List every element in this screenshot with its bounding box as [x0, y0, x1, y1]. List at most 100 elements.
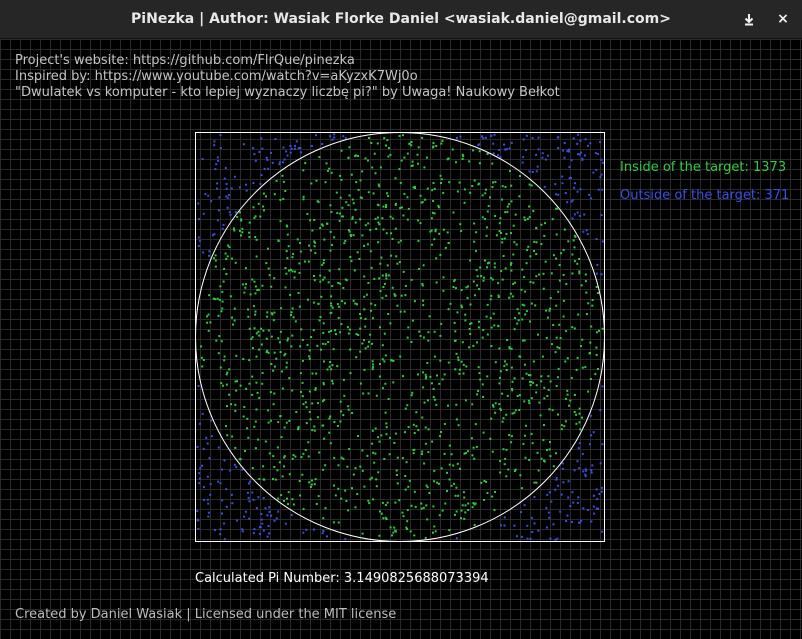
inside-pin: [543, 386, 546, 389]
inside-pin: [519, 175, 521, 177]
inside-pin: [523, 339, 526, 342]
inside-pin: [562, 248, 565, 251]
outside-pin: [505, 148, 508, 151]
inside-pin: [420, 502, 423, 505]
outside-pin: [503, 143, 506, 146]
inside-pin: [549, 307, 552, 310]
inside-pin: [555, 304, 558, 307]
inside-pin: [315, 503, 318, 505]
inside-pin: [336, 303, 339, 306]
inside-pin: [371, 442, 374, 445]
outside-pin: [484, 136, 487, 139]
inside-pin: [427, 451, 430, 454]
inside-pin: [455, 486, 458, 489]
inside-pin: [431, 243, 433, 246]
inside-pin: [502, 448, 505, 451]
inside-pin: [311, 229, 314, 232]
inside-pin: [256, 391, 259, 394]
inside-pin: [510, 200, 513, 203]
inside-pin: [559, 337, 562, 339]
inside-pin: [381, 501, 384, 504]
inside-pin: [280, 307, 283, 310]
inside-pin: [502, 417, 505, 420]
inside-pin: [471, 506, 474, 509]
inside-pin: [392, 381, 395, 384]
inside-pin: [414, 187, 416, 189]
inside-pin: [226, 371, 229, 374]
inside-pin: [299, 372, 302, 375]
inside-pin: [366, 454, 369, 457]
pin-points: [196, 133, 604, 541]
title-bar[interactable]: PiNezka | Author: Wasiak Florke Daniel <…: [0, 0, 802, 39]
inside-pin: [340, 497, 343, 500]
outside-pin: [595, 488, 598, 491]
inside-pin: [385, 433, 388, 436]
close-icon[interactable]: ×: [777, 11, 789, 27]
inside-pin: [421, 453, 423, 456]
inside-pin: [318, 451, 321, 454]
inside-pin: [384, 382, 387, 385]
inside-pin: [346, 326, 349, 329]
outside-pin: [236, 519, 239, 522]
inside-pin: [543, 424, 545, 426]
inside-pin: [529, 320, 531, 323]
inside-pin: [410, 144, 413, 147]
inside-pin: [499, 460, 502, 462]
inside-pin: [490, 294, 493, 297]
inside-pin: [524, 219, 527, 221]
download-arrow-icon[interactable]: [739, 9, 759, 29]
inside-pin: [248, 236, 251, 239]
outside-pin: [209, 493, 212, 496]
inside-pin: [322, 262, 325, 264]
inside-pin: [372, 451, 375, 454]
inside-pin: [324, 181, 327, 184]
inside-pin: [513, 377, 516, 380]
inside-pin: [273, 466, 276, 468]
inside-pin: [261, 372, 264, 374]
inside-pin: [412, 186, 415, 189]
inside-pin: [493, 266, 496, 269]
inside-pin: [573, 260, 576, 263]
inside-pin: [462, 155, 465, 158]
inside-pin: [399, 239, 402, 242]
outside-pin: [569, 176, 572, 179]
inside-pin: [480, 275, 483, 278]
inside-pin: [313, 429, 316, 432]
outside-pin: [584, 475, 587, 478]
inside-pin: [347, 509, 350, 512]
inside-pin: [333, 456, 336, 459]
inside-pin: [505, 363, 508, 366]
inside-pin: [270, 335, 273, 338]
inside-pin: [511, 412, 514, 415]
inside-pin: [396, 304, 399, 307]
inside-pin: [291, 389, 294, 392]
outside-pin: [522, 156, 525, 159]
inside-pin: [568, 404, 570, 407]
inside-pin: [317, 302, 320, 305]
inside-pin: [268, 452, 271, 455]
outside-pin: [554, 538, 557, 541]
inside-pin: [399, 310, 402, 313]
inside-pin: [508, 346, 511, 349]
outside-pin: [569, 505, 572, 508]
inside-pin: [476, 393, 479, 396]
outside-pin: [207, 194, 210, 197]
outside-pin: [600, 173, 603, 176]
inside-pin: [236, 380, 238, 383]
outside-pin: [601, 161, 604, 164]
inside-pin: [359, 196, 362, 199]
outside-pin: [588, 443, 591, 446]
inside-pin: [533, 250, 535, 252]
outside-pin: [554, 183, 557, 186]
inside-pin: [503, 463, 506, 466]
inside-pin: [387, 155, 390, 158]
outside-pin: [562, 481, 565, 484]
inside-pin: [369, 333, 372, 336]
inside-pin: [330, 171, 333, 174]
inside-pin: [285, 421, 288, 424]
outside-pin: [576, 460, 579, 463]
inside-pin: [527, 245, 530, 248]
inside-pin: [321, 263, 324, 266]
inside-pin: [577, 313, 580, 316]
inside-pin: [535, 227, 538, 230]
